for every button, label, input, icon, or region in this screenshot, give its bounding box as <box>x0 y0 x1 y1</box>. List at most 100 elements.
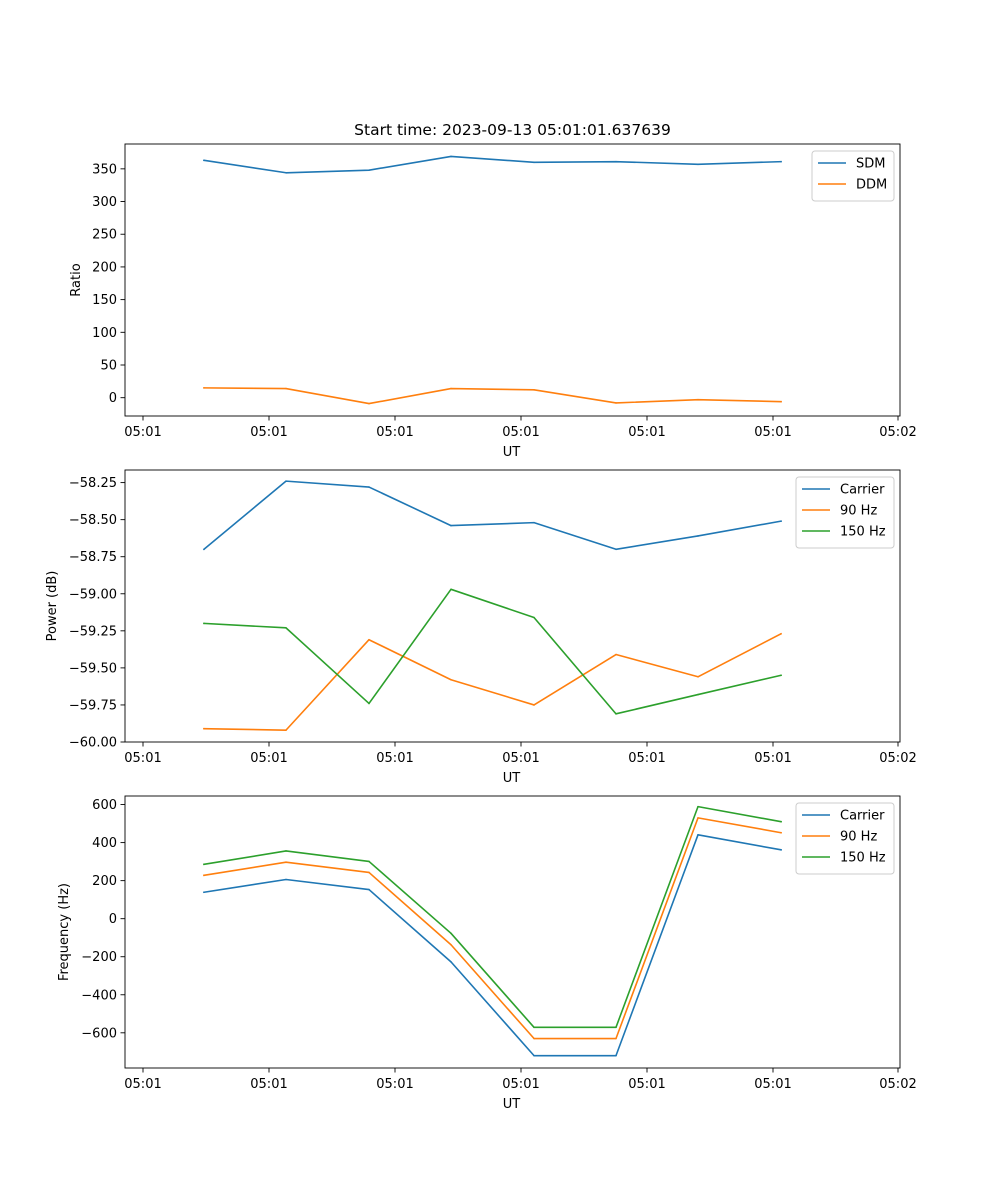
y-tick-label: −59.75 <box>69 698 117 713</box>
data-point <box>615 653 617 656</box>
legend-label: DDM <box>856 178 887 193</box>
y-tick-label: 200 <box>92 874 117 889</box>
data-point <box>368 486 370 488</box>
data-point <box>285 861 287 863</box>
data-point <box>368 888 370 891</box>
x-tick-label: 05:01 <box>376 425 413 440</box>
x-axis-label: UT <box>503 1097 521 1112</box>
data-point <box>203 548 205 551</box>
x-tick-label: 05:01 <box>250 1077 287 1092</box>
data-point <box>697 163 699 166</box>
y-axis-label: Frequency (Hz) <box>57 883 72 981</box>
data-point <box>780 520 782 522</box>
data-point <box>368 402 370 405</box>
x-tick-label: 05:01 <box>754 425 791 440</box>
series-line-90-hz <box>203 632 783 731</box>
y-tick-label: 100 <box>92 326 117 341</box>
data-point <box>203 622 205 625</box>
series-line-90-hz <box>203 817 782 1040</box>
data-point <box>780 400 782 403</box>
data-point <box>533 1037 535 1040</box>
data-point <box>780 831 782 834</box>
x-tick-label: 05:01 <box>376 1077 413 1092</box>
data-point <box>450 961 452 963</box>
data-point <box>368 638 370 641</box>
data-point <box>450 155 452 158</box>
y-axis-label: Ratio <box>69 263 84 296</box>
y-tick-label: −400 <box>81 988 117 1003</box>
data-point <box>533 161 535 164</box>
x-tick-label: 05:01 <box>502 751 539 766</box>
x-tick-label: 05:01 <box>124 1077 161 1092</box>
data-point <box>533 616 535 619</box>
data-point <box>203 159 205 162</box>
chart-title: Start time: 2023-09-13 05:01:01.637639 <box>354 121 671 139</box>
data-point <box>615 1026 617 1029</box>
data-point <box>450 932 452 935</box>
x-tick-label: 05:01 <box>628 425 665 440</box>
data-point <box>368 860 370 863</box>
series-line-carrier <box>203 833 782 1057</box>
data-point <box>203 891 205 894</box>
y-tick-label: 150 <box>92 293 117 308</box>
data-point <box>285 850 287 852</box>
legend-label: 90 Hz <box>840 830 877 845</box>
y-tick-label: −59.25 <box>69 624 117 639</box>
data-point <box>450 678 452 681</box>
data-point <box>203 863 205 866</box>
y-tick-label: 0 <box>109 912 117 927</box>
y-tick-label: 250 <box>92 228 117 243</box>
y-tick-label: 200 <box>92 260 117 275</box>
data-point <box>615 713 617 715</box>
data-point <box>285 627 287 629</box>
y-tick-label: −600 <box>81 1026 117 1041</box>
x-tick-label: 05:01 <box>754 751 791 766</box>
legend: Carrier 90 Hz 150 Hz <box>795 802 895 875</box>
x-tick-label: 05:01 <box>250 425 287 440</box>
x-tick-label: 05:01 <box>376 751 413 766</box>
y-tick-label: 0 <box>109 391 117 406</box>
data-point <box>533 389 535 391</box>
data-point <box>615 402 617 404</box>
data-point <box>615 160 617 163</box>
series-line-150-hz <box>203 588 782 715</box>
plot-frame <box>124 143 901 417</box>
legend-label: SDM <box>856 157 885 172</box>
legend-label: Carrier <box>840 483 885 498</box>
y-tick-label: −200 <box>81 950 117 965</box>
legend-label: Carrier <box>840 809 885 824</box>
data-point <box>780 674 782 677</box>
series-line-ddm <box>203 387 782 405</box>
data-point <box>368 702 370 705</box>
series-line-carrier <box>202 480 782 551</box>
data-point <box>450 387 452 390</box>
x-tick-label: 05:02 <box>879 1077 916 1092</box>
y-tick-label: −59.50 <box>69 661 117 676</box>
data-point <box>450 588 452 591</box>
y-tick-label: 600 <box>92 798 117 813</box>
data-point <box>285 729 287 731</box>
y-tick-label: −59.00 <box>69 587 117 602</box>
y-tick-label: −60.00 <box>69 736 117 751</box>
data-point <box>697 834 699 836</box>
data-point <box>780 820 782 823</box>
legend-label: 150 Hz <box>840 851 886 866</box>
series-line-sdm <box>203 155 782 174</box>
data-point <box>615 548 617 551</box>
data-point <box>780 849 782 851</box>
data-point <box>285 171 287 174</box>
plot-frame <box>124 795 901 1069</box>
data-point <box>285 387 287 390</box>
data-point <box>533 1026 535 1029</box>
x-tick-label: 05:01 <box>502 425 539 440</box>
data-point <box>697 675 699 678</box>
chart-panel-3: 05:01 05:01 05:01 05:01 05:01 05:01 05:02 −600 −… <box>57 795 917 1112</box>
data-point <box>533 704 535 706</box>
x-tick-label: 05:01 <box>502 1077 539 1092</box>
x-tick-label: 05:02 <box>879 425 916 440</box>
data-point <box>533 1054 535 1057</box>
x-tick-label: 05:01 <box>754 1077 791 1092</box>
x-tick-label: 05:01 <box>124 425 161 440</box>
data-point <box>450 524 452 527</box>
